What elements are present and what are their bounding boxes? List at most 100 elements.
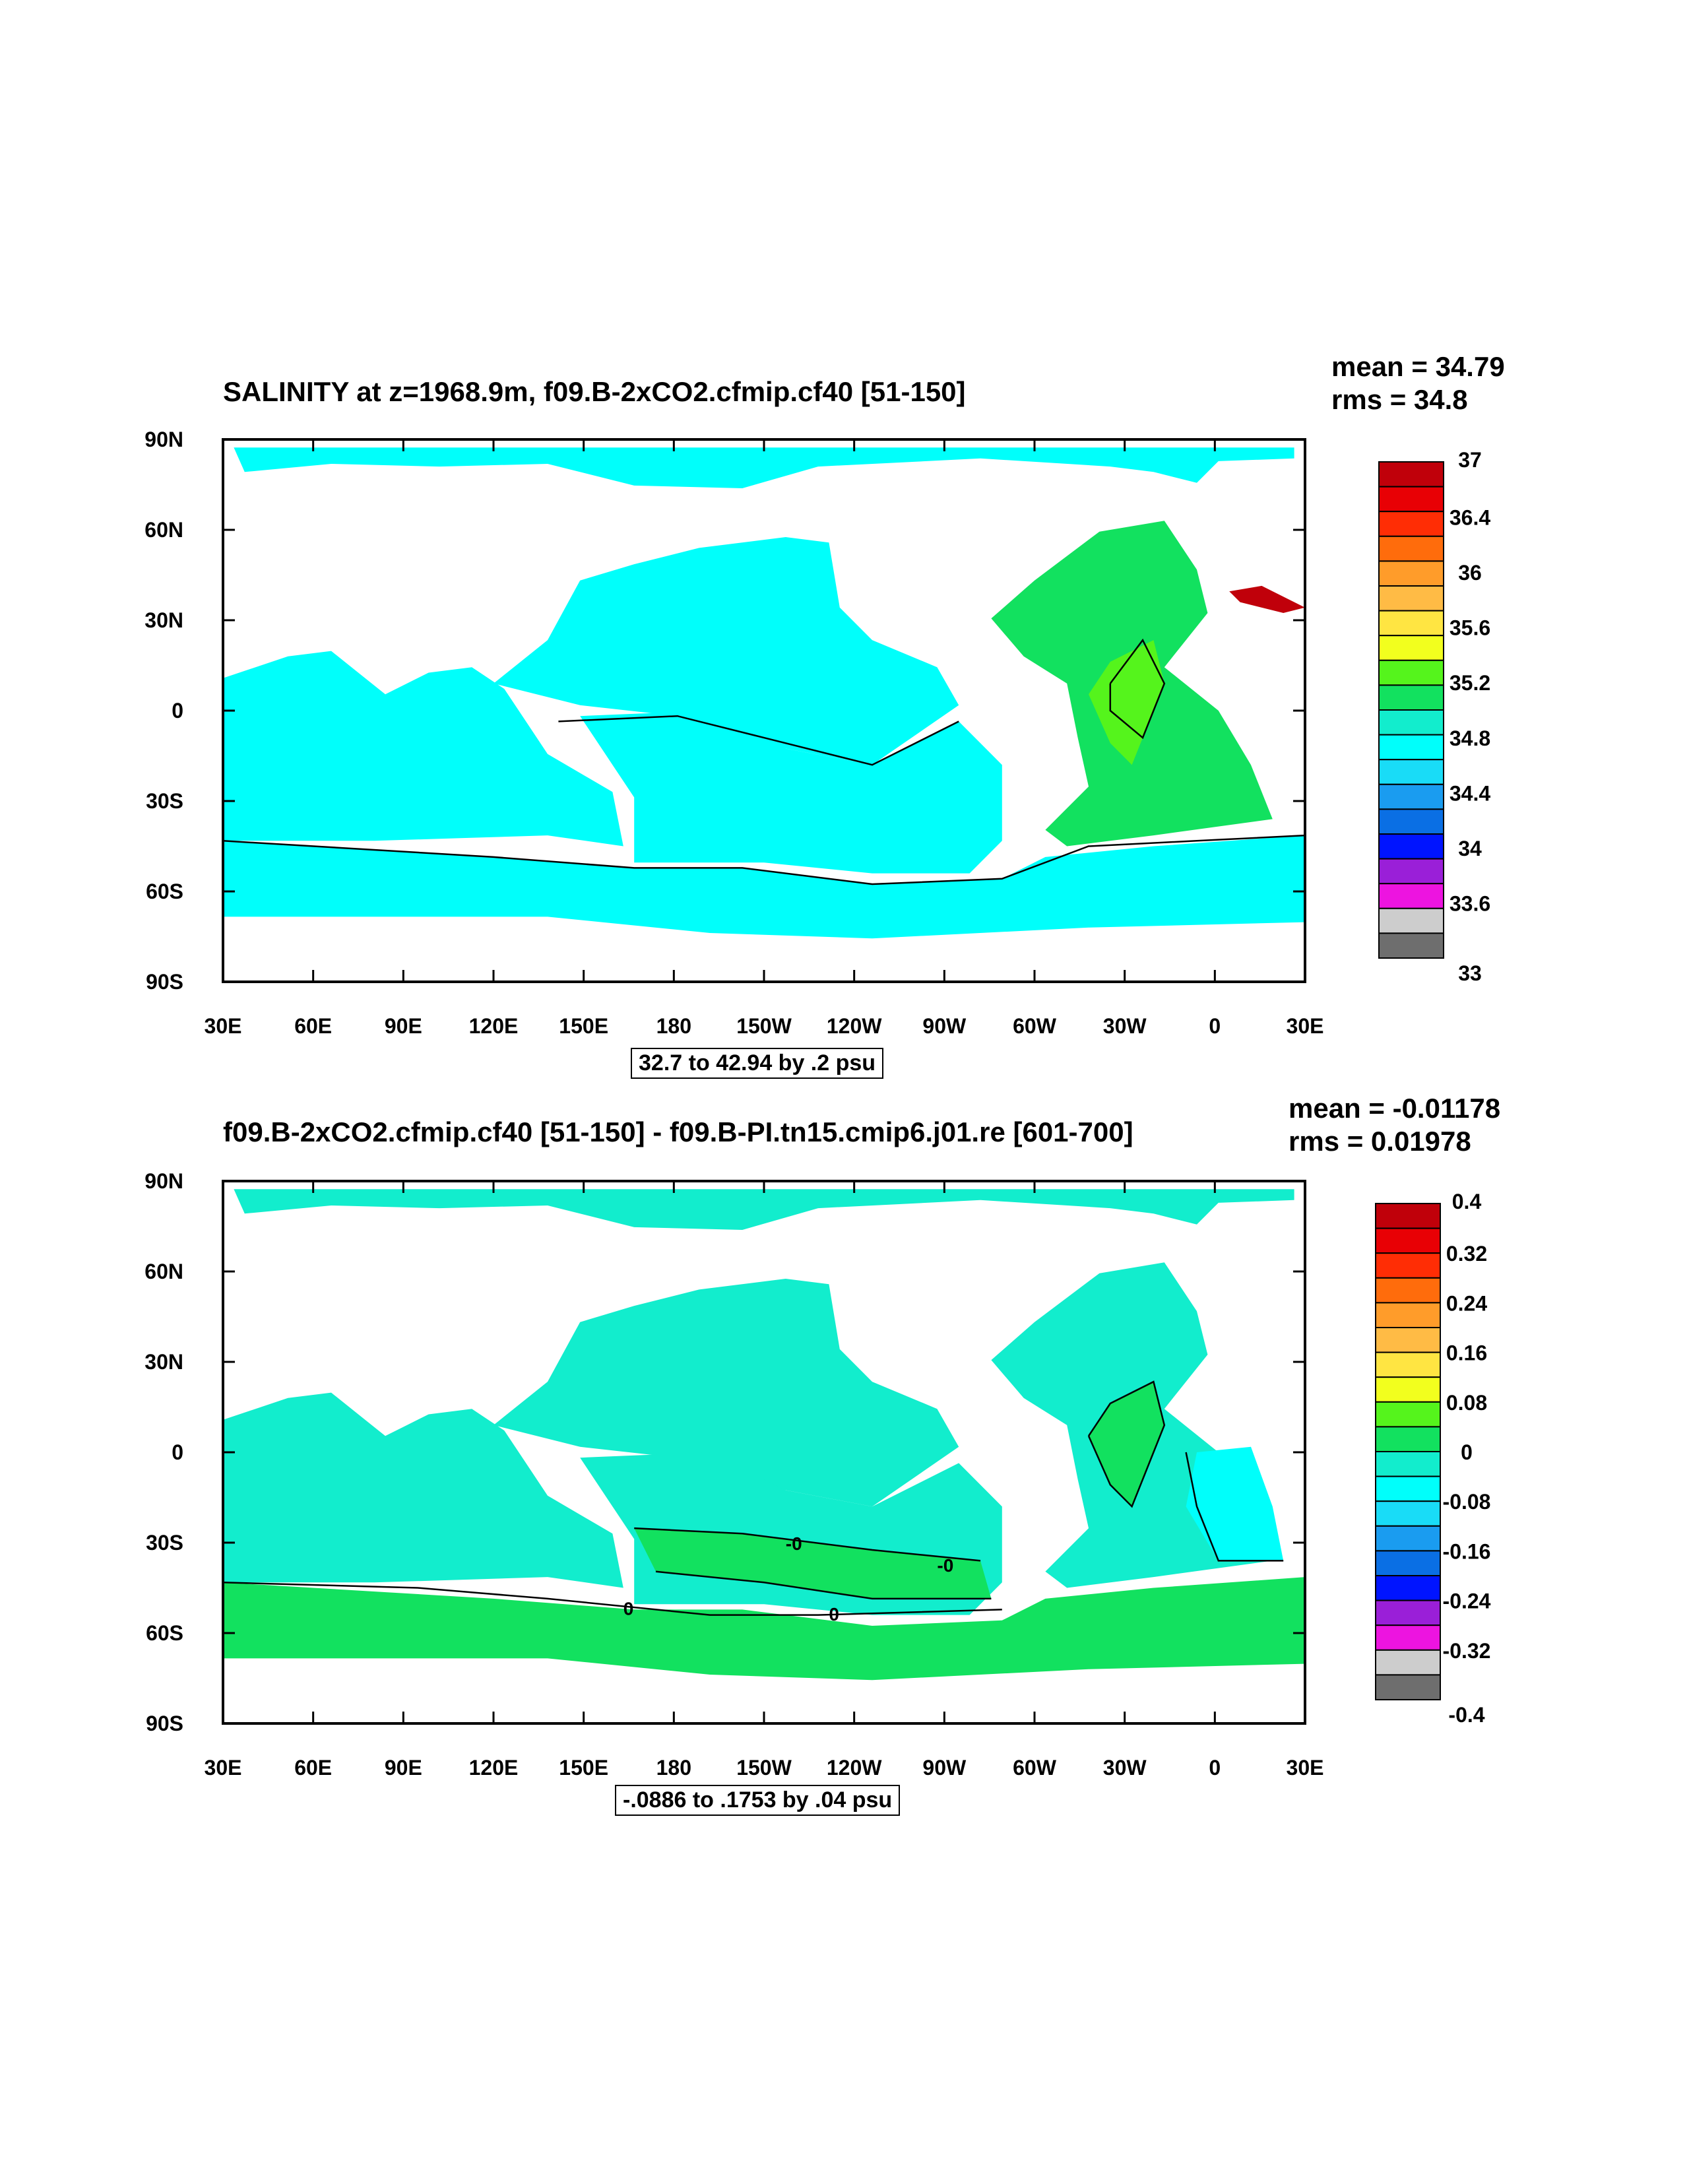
x-tick-label: 180	[656, 1014, 691, 1038]
colorbar-label: 0.16	[1446, 1341, 1487, 1365]
y-tick-label: 30N	[144, 608, 183, 632]
colorbar-box	[1375, 1575, 1441, 1601]
x-tick-label: 30E	[205, 1756, 242, 1780]
colorbar-box	[1375, 1475, 1441, 1502]
x-tick-label: 30W	[1103, 1014, 1147, 1038]
colorbar-box	[1375, 1227, 1441, 1254]
x-tick-label: 60E	[294, 1014, 332, 1038]
contour-lines	[222, 638, 1306, 885]
y-tick-label: 60S	[146, 1621, 183, 1645]
y-tick-label: 30N	[144, 1350, 183, 1374]
colorbar-label: 0.32	[1446, 1242, 1487, 1266]
ocean-region-mid-atlantic	[1089, 1382, 1164, 1507]
ocean-region-indian	[223, 651, 623, 847]
ocean-region-southern-ocean	[223, 835, 1305, 939]
colorbar	[1375, 1203, 1441, 1700]
ocean-region-east-south-atlantic	[1186, 1446, 1284, 1561]
colorbar-label: 36	[1458, 561, 1482, 585]
x-tick-label: 90W	[922, 1756, 967, 1780]
colorbar-box	[1375, 1599, 1441, 1626]
contour-info-box: -.0886 to .1753 by .04 psu	[615, 1785, 901, 1816]
x-tick-label: 120W	[827, 1756, 882, 1780]
contour-label: 0	[829, 1604, 839, 1624]
colorbar-box	[1375, 1252, 1441, 1279]
contour-line	[1185, 1452, 1284, 1562]
x-tick-label: 0	[1209, 1014, 1221, 1038]
x-tick-label: 120W	[827, 1014, 882, 1038]
x-tick-label: 30E	[205, 1014, 242, 1038]
contour-line	[634, 1527, 981, 1562]
colorbar-box	[1375, 1624, 1441, 1651]
ocean-region-southern-ocean	[223, 1577, 1305, 1681]
ocean-region-arctic	[234, 447, 1294, 488]
colorbar-box	[1375, 1376, 1441, 1403]
panel-title: SALINITY at z=1968.9m, f09.B-2xCO2.cfmip…	[223, 376, 966, 407]
colorbar-box	[1375, 1500, 1441, 1527]
colorbar-label: 35.2	[1450, 671, 1490, 695]
x-tick-label: 90E	[385, 1756, 422, 1780]
y-tick-label: 90N	[144, 428, 183, 451]
mean-stat: mean = -0.01178	[1289, 1093, 1501, 1124]
difference-panel: f09.B-2xCO2.cfmip.cf40 [51-150] - f09.B-…	[144, 1093, 1501, 1816]
mean-stat: mean = 34.79	[1331, 351, 1505, 382]
y-tick-label: 30S	[146, 789, 183, 813]
colorbar-box	[1375, 1649, 1441, 1676]
colorbar-box	[1378, 759, 1444, 785]
ocean-region-mediterranean	[1229, 585, 1305, 613]
ocean-region-southern-pacific-band	[634, 1528, 992, 1599]
colorbar-label: -0.16	[1443, 1539, 1491, 1563]
x-tick-label: 150W	[736, 1014, 792, 1038]
contour-line	[222, 834, 1306, 885]
colorbar-box	[1378, 932, 1444, 959]
colorbar-box	[1375, 1426, 1441, 1452]
colorbar-label: 37	[1458, 448, 1482, 472]
colorbar-box	[1375, 1674, 1441, 1700]
x-tick-label: 120E	[469, 1014, 519, 1038]
contour-line	[222, 1582, 1002, 1616]
ocean-region-mid-atlantic	[1089, 640, 1164, 765]
salinity-map: 30E 60E 90E 120E 150E 180 150W 120W 90W 60W 30W 0 30…	[144, 428, 1490, 1038]
colorbar-label: 33	[1458, 961, 1482, 985]
colorbar-label: 34	[1458, 837, 1482, 860]
rms-stat: rms = 0.01978	[1289, 1126, 1471, 1157]
x-tick-label: 150W	[736, 1756, 792, 1780]
ocean-region-south-pacific	[580, 711, 1002, 874]
x-tick-label: 30E	[1287, 1014, 1324, 1038]
colorbar-label: -0.32	[1443, 1639, 1491, 1663]
colorbar-box	[1378, 461, 1444, 488]
ocean-region-indian	[223, 1392, 623, 1588]
y-tick-label: 60N	[144, 1260, 183, 1283]
colorbar-box	[1375, 1550, 1441, 1576]
x-tick-label: 60W	[1013, 1014, 1057, 1038]
colorbar-label: 0.08	[1446, 1391, 1487, 1415]
y-tick-label: 0	[172, 699, 183, 723]
contour-line	[655, 1570, 992, 1600]
ocean-region-north-pacific	[494, 1279, 959, 1507]
y-tick-label: 60S	[146, 880, 183, 903]
y-tick-label: 90N	[144, 1169, 183, 1193]
colorbar-box	[1378, 610, 1444, 637]
colorbar-box	[1375, 1277, 1441, 1304]
colorbar-box	[1378, 833, 1444, 860]
y-tick-label: 30S	[146, 1531, 183, 1555]
y-tick-label: 90S	[146, 970, 183, 994]
colorbar-box	[1375, 1401, 1441, 1428]
contour-info-box: 32.7 to 42.94 by .2 psu	[631, 1048, 884, 1079]
colorbar-box	[1378, 858, 1444, 885]
colorbar	[1378, 461, 1444, 959]
x-tick-label: 90W	[922, 1014, 967, 1038]
colorbar-label: 0	[1461, 1440, 1473, 1464]
x-tick-label: 90E	[385, 1014, 422, 1038]
y-tick-label: 0	[172, 1440, 183, 1464]
x-tick-label: 0	[1209, 1756, 1221, 1780]
ocean-fields	[223, 447, 1305, 939]
colorbar-label: 36.4	[1450, 506, 1490, 530]
contour-label: -0	[786, 1533, 802, 1554]
contour-line	[1109, 638, 1166, 740]
colorbar-label: 33.6	[1450, 891, 1490, 915]
contour-line	[1087, 1380, 1166, 1508]
contour-lines	[222, 1380, 1284, 1616]
panel-title: f09.B-2xCO2.cfmip.cf40 [51-150] - f09.B-…	[223, 1116, 1133, 1147]
colorbar-label: 35.6	[1450, 616, 1490, 640]
colorbar-label: -0.4	[1448, 1703, 1484, 1727]
